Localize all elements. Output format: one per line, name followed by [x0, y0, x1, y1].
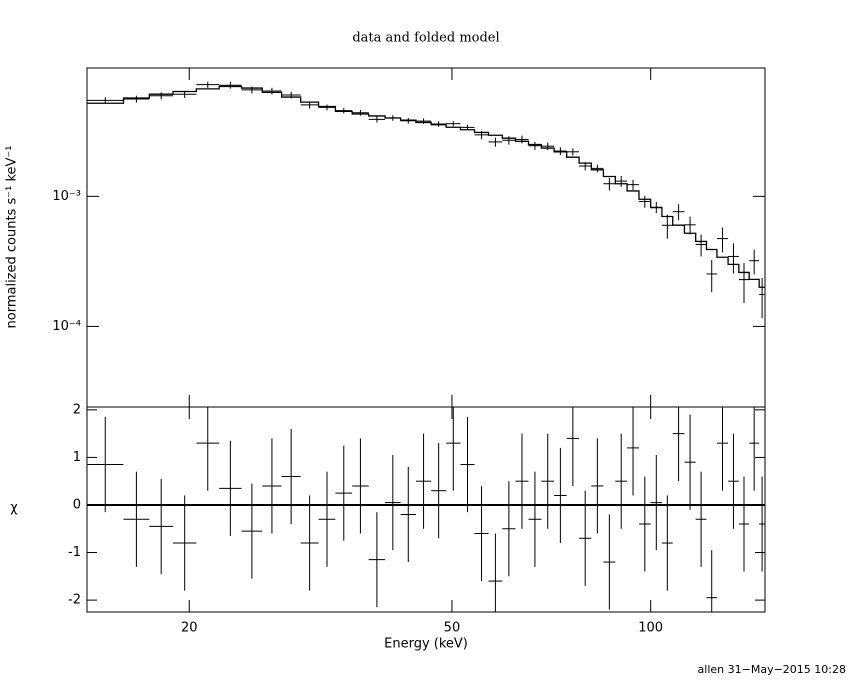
x-tick-label: 100 [638, 621, 663, 636]
y-tick-label: 10⁻⁴ [52, 319, 81, 334]
y-tick-label: 10⁻³ [52, 189, 81, 204]
x-axis-label: Energy (keV) [384, 637, 468, 652]
y-tick-label: -1 [68, 545, 81, 560]
frame [86, 406, 766, 613]
y-tick-label: -2 [68, 593, 81, 608]
y-tick-label: 1 [73, 450, 81, 465]
frame [86, 67, 766, 408]
y-tick-label: 2 [73, 402, 81, 417]
y-tick-label: 0 [73, 497, 81, 512]
x-tick-label: 20 [181, 621, 198, 636]
x-tick-label: 50 [444, 621, 461, 636]
y-axis-label: χ [10, 501, 18, 516]
y-axis-label: normalized counts s⁻¹ keV⁻¹ [5, 146, 20, 329]
chart-title: data and folded model [352, 31, 499, 46]
model-line [87, 85, 765, 288]
footer: allen 31−May−2015 10:28 [698, 663, 846, 676]
